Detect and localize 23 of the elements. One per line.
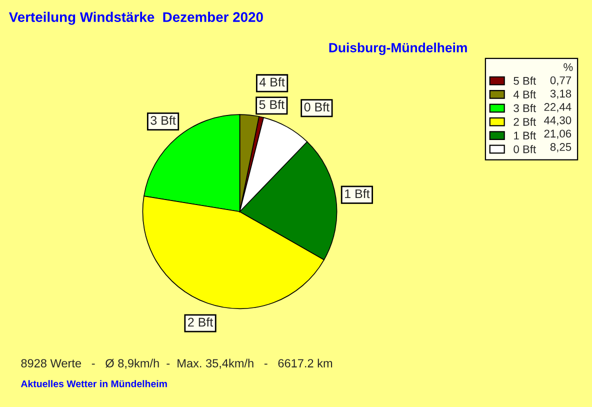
slice-label: 3 Bft <box>150 116 176 125</box>
legend-label: 3 Bft <box>514 104 536 112</box>
text: 8928 Werte - Ø 8,9km/h - Max. 35,4km/h - 6617.2 km <box>21 358 332 369</box>
legend-title: % <box>564 63 573 72</box>
data-label: 3,18 <box>550 90 572 99</box>
chart-title: Verteilung Windstärke Dezember 2020 <box>8 12 263 25</box>
slice-label: 5 Bft <box>259 100 284 110</box>
legend-label: 1 Bft <box>514 131 536 140</box>
data-label: 44,30 <box>544 116 572 126</box>
chart-subtitle: Duisburg-Mündelheim <box>329 42 467 56</box>
slice-label: 4 Bft <box>259 77 285 87</box>
slice-label: 2 Bft <box>188 317 214 327</box>
legend-label: 5 Bft <box>514 76 536 85</box>
legend-label: 4 Bft <box>513 90 536 98</box>
data-label: 8,25 <box>550 143 572 152</box>
slice-label: 0 Bft <box>304 102 330 112</box>
legend-label: 2 Bft <box>514 118 536 126</box>
text: Aktuelles Wetter in Mündelheim <box>20 380 167 388</box>
data-label: 0,77 <box>550 76 572 86</box>
slice-label: 1 Bft <box>345 188 370 198</box>
data-label: 22,44 <box>544 103 572 112</box>
data-label: 21,06 <box>544 130 572 139</box>
legend-label: 0 Bft <box>514 145 536 154</box>
